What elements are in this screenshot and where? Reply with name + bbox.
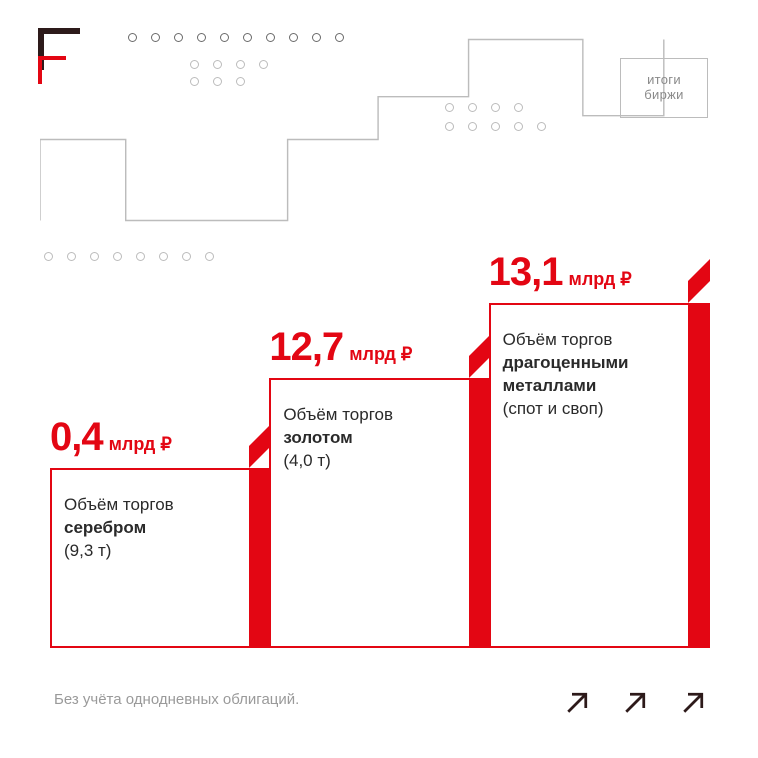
arrow-up-right-icon [678,688,708,718]
dot-icon [243,33,252,42]
dot-icon [266,33,275,42]
bar-side [688,303,710,648]
dot-icon [236,60,245,69]
dot-row [445,122,546,131]
bar-value-number: 12,7 [269,325,343,370]
dot-icon [128,33,137,42]
dot-icon [537,122,546,131]
dot-icon [174,33,183,42]
dot-icon [213,60,222,69]
bar-desc-post: (4,0 т) [283,451,330,470]
logo-box: итоги биржи [620,58,708,118]
dot-icon [491,103,500,112]
dot-icon [468,103,477,112]
dot-icon [335,33,344,42]
dot-icon [514,103,523,112]
dot-icon [289,33,298,42]
dot-icon [213,77,222,86]
dot-icon [236,77,245,86]
arrow-up-right-icon [562,688,592,718]
decorative-stepline [40,30,669,230]
dot-icon [514,122,523,131]
dot-row [190,60,268,69]
bar-desc-bold: драгоценными металлами [503,353,629,395]
bar-value-label: 12,7 млрд ₽ [269,325,412,370]
dot-icon [491,122,500,131]
dot-icon [190,77,199,86]
bar-value-number: 0,4 [50,415,103,460]
arrow-up-right-icon [620,688,650,718]
bar-desc-post: (спот и своп) [503,399,604,418]
dot-icon [445,103,454,112]
logo-line-2: биржи [644,88,683,103]
chart-baseline [50,646,708,648]
dot-row [445,103,523,112]
footnote-text: Без учёта однодневных облигаций. [54,691,299,708]
bar-side [249,468,271,648]
dot-icon [445,122,454,131]
dot-icon [468,122,477,131]
bar-value-unit: млрд ₽ [349,344,412,365]
bar-desc-post: (9,3 т) [64,541,111,560]
corner-bracket-red [38,56,66,84]
bar-desc-pre: Объём торгов [503,330,613,349]
bar-desc-pre: Объём торгов [64,495,174,514]
bar-value-label: 13,1 млрд ₽ [489,250,632,295]
dot-row [190,77,245,86]
bar-desc-bold: золотом [283,428,352,447]
dot-icon [259,60,268,69]
dot-icon [151,33,160,42]
logo-line-1: итоги [647,73,681,88]
bar-description: Объём торгов золотом (4,0 т) [283,404,458,473]
bar-side [469,378,491,648]
dot-icon [197,33,206,42]
bars-container: 0,4 млрд ₽ Объём торгов серебром (9,3 т) 12,… [50,260,708,648]
dot-icon [312,33,321,42]
dot-row [128,33,344,42]
bar-desc-bold: серебром [64,518,146,537]
bar-description: Объём торгов серебром (9,3 т) [64,494,239,563]
bar-value-number: 13,1 [489,250,563,295]
dot-icon [220,33,229,42]
bar-value-label: 0,4 млрд ₽ [50,415,172,460]
bar-chart: 0,4 млрд ₽ Объём торгов серебром (9,3 т) 12,… [50,260,708,648]
bar-value-unit: млрд ₽ [109,434,172,455]
arrows-group [562,688,708,718]
infographic-canvas: итоги биржи 0,4 млрд ₽ Объём торгов серебр… [0,0,758,758]
bar-description: Объём торгов драгоценными металлами (спот… [503,329,678,421]
dot-icon [190,60,199,69]
bar-value-unit: млрд ₽ [569,269,632,290]
bar-desc-pre: Объём торгов [283,405,393,424]
